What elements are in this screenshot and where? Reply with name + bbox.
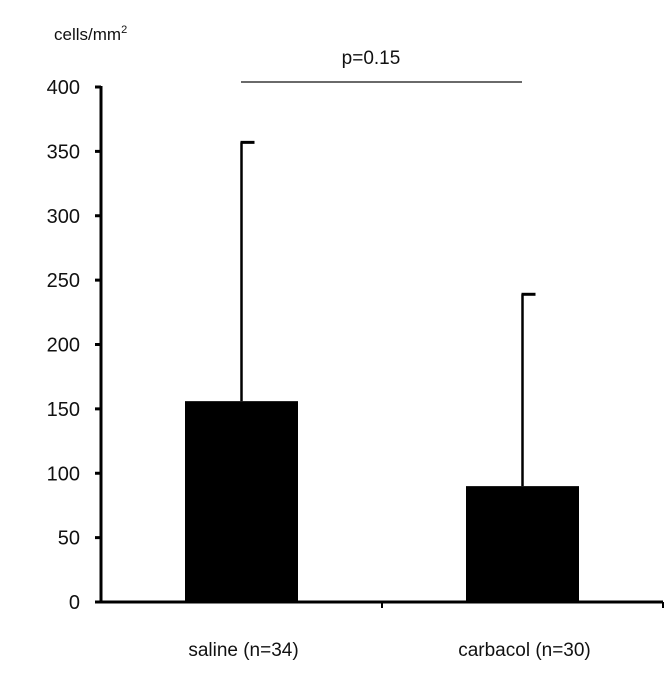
- y-tick-label: 200: [47, 335, 80, 357]
- y-tick-label: 150: [47, 399, 80, 421]
- y-tick-label: 0: [69, 592, 80, 614]
- y-tick-label: 100: [47, 463, 80, 485]
- p-value-annotation: p=0.15: [342, 48, 401, 69]
- x-tick-label: carbacol (n=30): [458, 640, 591, 661]
- bar-carbacol: [466, 486, 579, 602]
- y-axis-label: cells/mm2: [54, 24, 127, 44]
- svg-text:cells/mm2: cells/mm2: [54, 24, 127, 44]
- bar-saline: [185, 401, 298, 602]
- x-tick-label: saline (n=34): [188, 640, 298, 661]
- y-tick-label: 350: [47, 141, 80, 163]
- y-tick-label: 400: [47, 77, 80, 99]
- y-axis-label-text: cells/mm: [54, 25, 121, 44]
- y-tick-label: 250: [47, 270, 80, 292]
- y-tick-label: 300: [47, 206, 80, 228]
- y-axis-label-superscript: 2: [121, 24, 127, 36]
- y-tick-label: 50: [58, 528, 80, 550]
